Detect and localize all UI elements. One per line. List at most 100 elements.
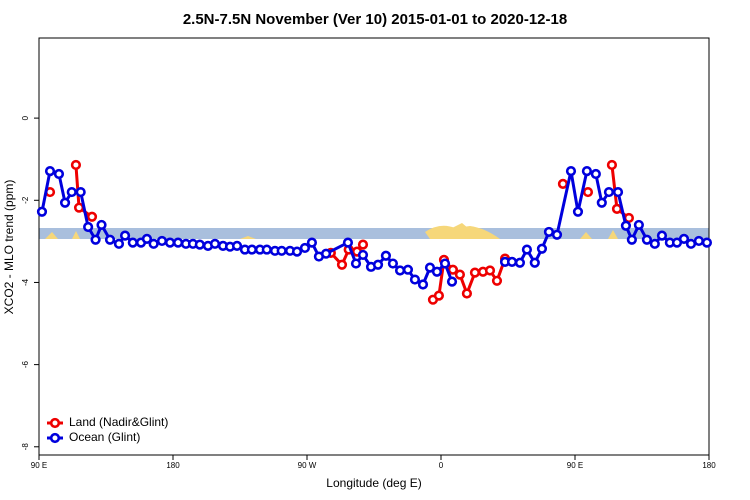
data-point bbox=[633, 219, 644, 231]
data-point bbox=[357, 239, 369, 250]
data-point bbox=[387, 258, 399, 269]
data-point bbox=[380, 250, 392, 261]
data-point bbox=[231, 240, 243, 251]
data-point bbox=[148, 238, 159, 249]
x-tick-label: 90 E bbox=[567, 461, 583, 470]
data-point bbox=[372, 259, 384, 270]
data-point bbox=[612, 186, 624, 198]
data-point bbox=[104, 234, 116, 245]
x-tick-label: 90 E bbox=[31, 461, 47, 470]
data-point bbox=[656, 230, 668, 241]
data-point bbox=[506, 256, 518, 268]
data-point bbox=[70, 159, 82, 171]
data-point bbox=[582, 186, 594, 198]
data-point bbox=[701, 237, 713, 248]
data-point bbox=[581, 166, 593, 177]
data-point bbox=[446, 276, 458, 287]
legend-label: Ocean (Glint) bbox=[69, 430, 140, 444]
data-point bbox=[447, 264, 459, 275]
data-point bbox=[75, 186, 86, 198]
y-tick-label: 0 bbox=[21, 115, 30, 120]
data-point bbox=[693, 235, 704, 247]
data-point bbox=[261, 244, 272, 255]
data-point bbox=[417, 279, 429, 290]
data-point bbox=[66, 186, 77, 198]
data-point bbox=[536, 243, 548, 254]
data-point bbox=[127, 237, 138, 248]
y-tick-label: -6 bbox=[21, 361, 30, 369]
data-point bbox=[36, 206, 48, 217]
data-point bbox=[299, 242, 311, 254]
y-axis-label: XCO2 - MLO trend (ppm) bbox=[2, 180, 16, 315]
data-point bbox=[402, 264, 414, 275]
data-point bbox=[551, 229, 563, 240]
data-point bbox=[424, 262, 436, 273]
data-point bbox=[678, 233, 690, 244]
data-point bbox=[469, 267, 481, 278]
data-point bbox=[565, 166, 577, 177]
data-point bbox=[86, 211, 98, 222]
data-point bbox=[194, 239, 205, 250]
data-point bbox=[649, 238, 660, 249]
data-point bbox=[113, 238, 125, 249]
data-point bbox=[626, 234, 637, 245]
data-point bbox=[83, 221, 94, 233]
data-point bbox=[606, 159, 618, 171]
data-point bbox=[336, 259, 348, 270]
x-tick-label: 180 bbox=[166, 461, 180, 470]
land-strip bbox=[45, 223, 618, 239]
data-point bbox=[141, 233, 153, 244]
data-point bbox=[96, 219, 107, 231]
data-point bbox=[44, 166, 56, 177]
legend-marker bbox=[49, 417, 61, 429]
data-point bbox=[433, 290, 445, 301]
x-tick-label: 90 W bbox=[298, 461, 317, 470]
x-tick-label: 0 bbox=[439, 461, 444, 470]
data-point bbox=[590, 168, 601, 180]
data-point bbox=[514, 257, 526, 268]
data-point bbox=[306, 237, 318, 248]
data-point bbox=[685, 238, 697, 249]
y-tick-label: -8 bbox=[21, 443, 30, 451]
data-point bbox=[276, 245, 287, 256]
data-point bbox=[572, 206, 584, 217]
data-point bbox=[164, 237, 176, 248]
data-point bbox=[394, 265, 406, 276]
data-point bbox=[596, 197, 607, 208]
data-point bbox=[439, 258, 451, 269]
data-point bbox=[209, 238, 221, 249]
legend-label: Land (Nadir&Glint) bbox=[69, 415, 168, 429]
data-point bbox=[409, 274, 421, 285]
data-point bbox=[529, 257, 540, 268]
x-axis-label: Longitude (deg E) bbox=[326, 476, 421, 490]
data-point bbox=[342, 237, 354, 248]
y-tick-label: -2 bbox=[21, 196, 30, 204]
data-point bbox=[491, 275, 503, 286]
data-point bbox=[291, 246, 303, 257]
data-point bbox=[53, 168, 65, 180]
data-point bbox=[461, 288, 473, 299]
data-point bbox=[350, 258, 362, 269]
data-point bbox=[611, 203, 623, 215]
data-point bbox=[603, 186, 615, 198]
data-point bbox=[320, 248, 332, 259]
data-point bbox=[90, 234, 101, 245]
data-point bbox=[557, 178, 569, 189]
data-point bbox=[543, 226, 555, 238]
data-point bbox=[484, 265, 496, 276]
data-point bbox=[172, 237, 184, 248]
chart-title: 2.5N-7.5N November (Ver 10) 2015-01-01 t… bbox=[183, 11, 567, 28]
data-point bbox=[357, 249, 369, 261]
data-point bbox=[454, 269, 466, 280]
data-point bbox=[521, 244, 533, 255]
data-point bbox=[156, 235, 168, 247]
data-point bbox=[620, 220, 632, 231]
data-point bbox=[246, 244, 258, 255]
ocean-strip bbox=[39, 228, 709, 239]
data-point bbox=[73, 202, 85, 213]
data-point bbox=[59, 197, 71, 208]
data-point bbox=[119, 230, 131, 241]
legend-marker bbox=[49, 432, 61, 444]
